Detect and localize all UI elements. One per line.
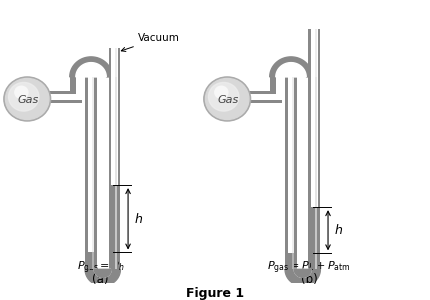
Polygon shape	[94, 269, 111, 277]
Bar	[88, 253, 94, 269]
Circle shape	[205, 79, 249, 119]
Polygon shape	[76, 63, 106, 77]
Polygon shape	[70, 57, 112, 77]
Bar	[111, 48, 117, 269]
Bar	[108, 48, 120, 269]
Circle shape	[9, 82, 39, 111]
Text: $h$: $h$	[133, 212, 142, 226]
Bar	[92, 77, 94, 269]
Polygon shape	[269, 57, 312, 77]
Circle shape	[208, 82, 238, 111]
Bar	[287, 77, 294, 269]
Polygon shape	[85, 269, 120, 286]
Text: Figure 1: Figure 1	[186, 287, 244, 300]
Polygon shape	[94, 269, 111, 277]
Circle shape	[203, 77, 250, 121]
Bar	[115, 48, 117, 269]
Bar	[76, 77, 82, 99]
Text: $P_{\mathrm{gas}} = P_h$: $P_{\mathrm{gas}} = P_h$	[77, 260, 124, 276]
Bar	[111, 185, 117, 269]
Text: (b): (b)	[300, 273, 317, 286]
Text: Vacuum: Vacuum	[121, 33, 179, 52]
Text: Gas: Gas	[18, 95, 39, 105]
Bar	[88, 77, 94, 269]
Bar	[247, 94, 281, 100]
Bar	[315, 77, 316, 269]
Bar	[315, 29, 316, 269]
Circle shape	[6, 79, 49, 119]
Bar	[115, 77, 117, 269]
Bar	[287, 253, 294, 269]
Circle shape	[4, 77, 50, 121]
Polygon shape	[294, 269, 310, 277]
Bar	[48, 94, 82, 100]
Bar	[310, 207, 317, 269]
Bar	[284, 77, 296, 269]
Bar	[308, 29, 319, 269]
Bar	[48, 92, 82, 103]
Text: (a): (a)	[92, 273, 109, 286]
Text: $P_{\mathrm{gas}} = P_h + P_{\mathrm{atm}}$: $P_{\mathrm{gas}} = P_h + P_{\mathrm{atm…	[267, 260, 350, 276]
Circle shape	[214, 86, 227, 98]
Text: $h$: $h$	[333, 223, 342, 237]
Bar	[269, 77, 281, 99]
Text: Gas: Gas	[217, 95, 239, 105]
Bar	[85, 77, 97, 269]
Bar	[310, 29, 317, 269]
Polygon shape	[294, 269, 310, 277]
Bar	[247, 92, 281, 103]
Bar	[291, 77, 293, 269]
Polygon shape	[275, 63, 305, 77]
Bar	[275, 77, 282, 99]
Bar	[70, 77, 82, 99]
Circle shape	[15, 86, 28, 98]
Polygon shape	[284, 269, 319, 286]
